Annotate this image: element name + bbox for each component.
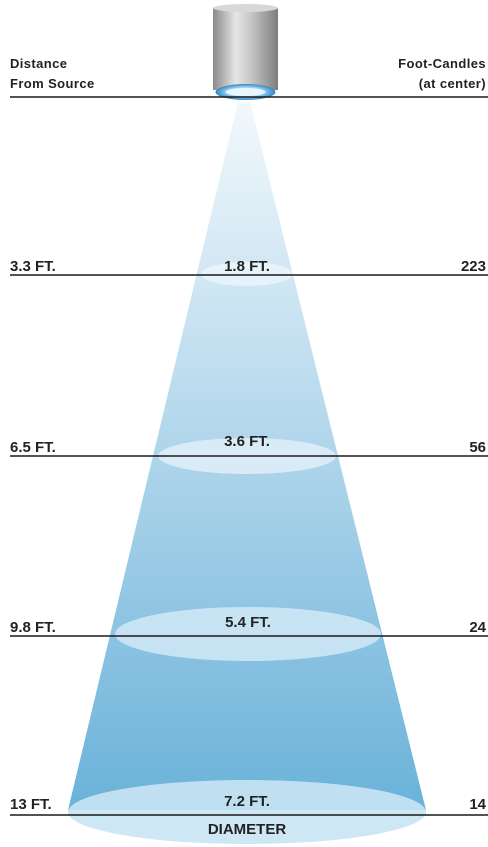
distance-header-sub: From Source — [10, 76, 95, 91]
distance-header: Distance — [10, 56, 67, 71]
beam-ring-4 — [68, 780, 426, 844]
distance-value: 6.5 FT. — [10, 439, 56, 456]
diameter-value: 3.6 FT. — [224, 433, 270, 450]
footcandle-value: 223 — [461, 258, 486, 275]
footcandle-value: 14 — [469, 796, 486, 813]
beam-ring-1 — [201, 262, 293, 286]
footcandle-value: 24 — [469, 619, 486, 636]
diameter-caption: DIAMETER — [208, 821, 287, 838]
diameter-value: 1.8 FT. — [224, 258, 270, 275]
distance-value: 9.8 FT. — [10, 619, 56, 636]
footcandle-value: 56 — [469, 439, 486, 456]
light-fixture-icon — [213, 4, 278, 100]
diameter-value: 5.4 FT. — [225, 614, 271, 631]
distance-value: 13 FT. — [10, 796, 52, 813]
beam-ring-3 — [115, 607, 381, 661]
footcandles-header: Foot-Candles — [398, 56, 486, 71]
distance-value: 3.3 FT. — [10, 258, 56, 275]
diameter-value: 7.2 FT. — [224, 793, 270, 810]
footcandles-header-sub: (at center) — [419, 76, 486, 91]
